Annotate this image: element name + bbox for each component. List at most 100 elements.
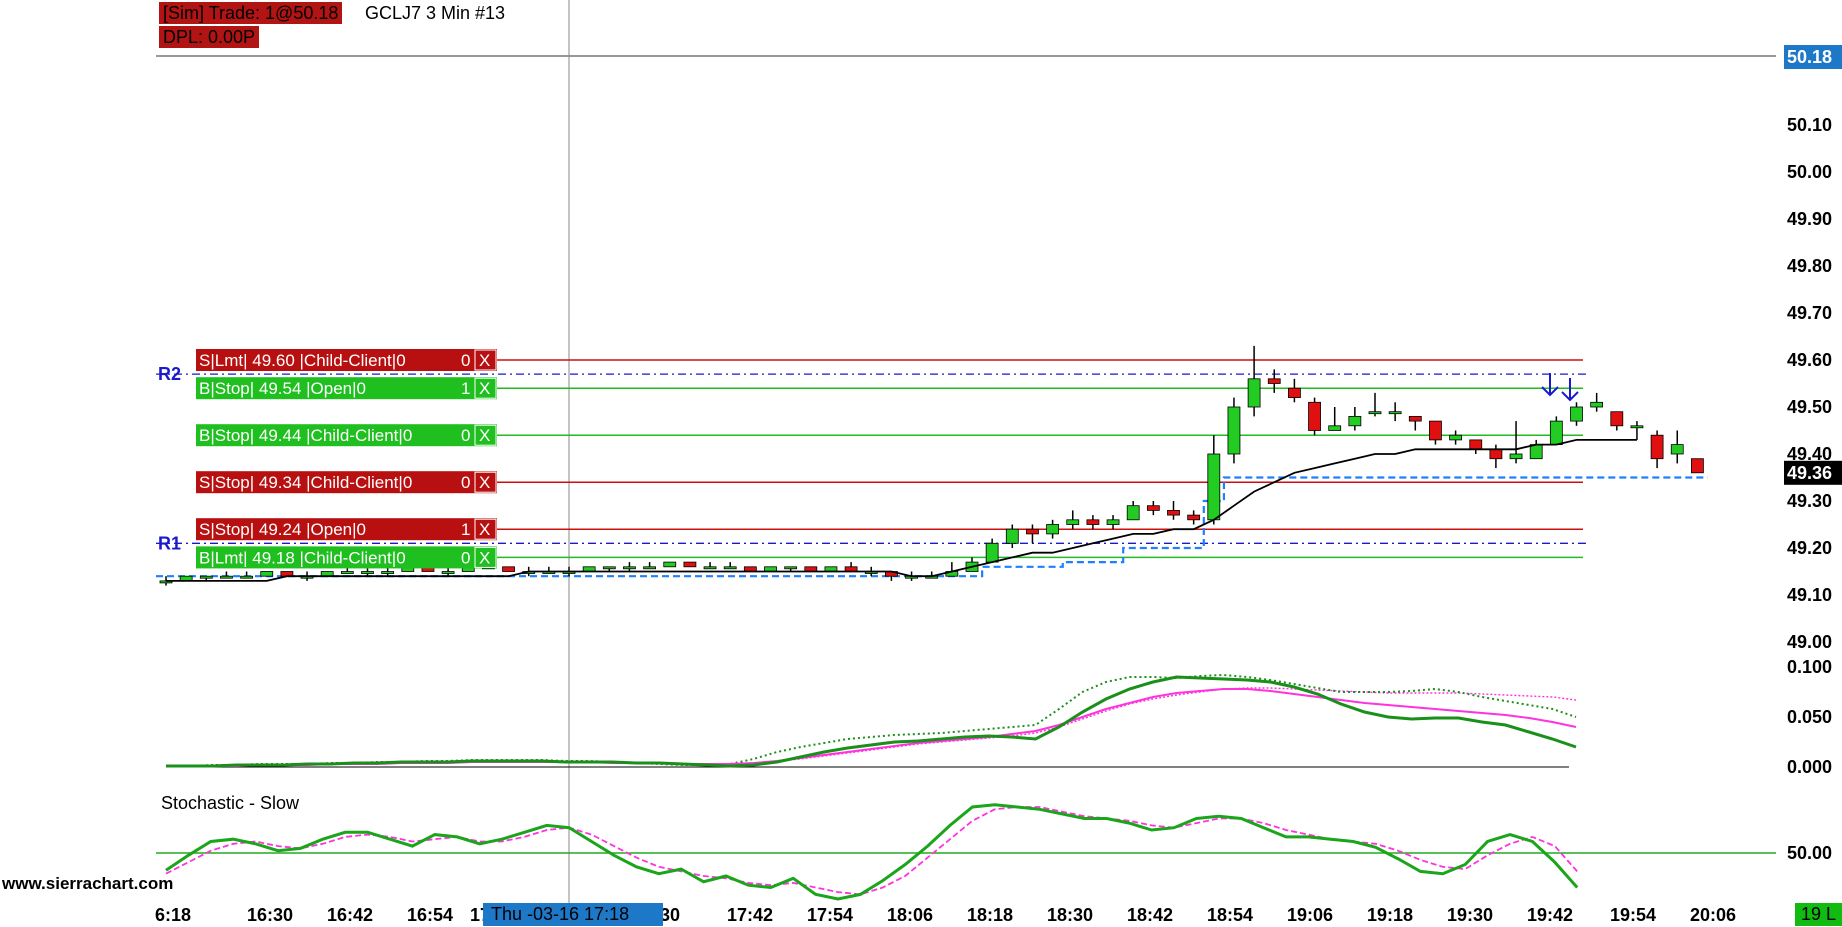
sierrachart-watermark: www.sierrachart.com bbox=[2, 874, 174, 893]
time-tick: 18:42 bbox=[1127, 905, 1173, 925]
trade-info-label: [Sim] Trade: 1@50.18 bbox=[159, 2, 343, 24]
order-close-box bbox=[474, 546, 497, 568]
candle-up bbox=[1570, 406, 1583, 422]
price-tick: 49.10 bbox=[1787, 585, 1832, 605]
order-box bbox=[196, 546, 497, 569]
candle-down bbox=[1408, 415, 1422, 422]
time-tick: 20:06 bbox=[1690, 905, 1736, 925]
candle-up bbox=[1630, 425, 1644, 429]
cursor-time-label: Thu -03-16 17:18 bbox=[483, 903, 663, 926]
time-axis: 6:18 16:30 16:42 16:54 17 30 17:42 17:54 18:06 18… bbox=[155, 905, 1736, 925]
osc-tick: 0.100 bbox=[1787, 657, 1832, 677]
candle-down bbox=[1086, 519, 1100, 525]
candle-down bbox=[1691, 458, 1704, 474]
order-text: B|Stop| 49.54 |Open|0 bbox=[199, 379, 366, 398]
candle-up bbox=[703, 566, 717, 570]
candle-down bbox=[502, 566, 515, 572]
dpl-label: DPL: 0.00P bbox=[159, 26, 259, 48]
candle-up bbox=[1670, 444, 1684, 455]
osc-main bbox=[166, 675, 1577, 768]
stoch-k-line bbox=[165, 803, 1579, 901]
current-price-label: 49.36 bbox=[1787, 463, 1832, 483]
candle-up bbox=[1509, 453, 1523, 460]
candle-up bbox=[1388, 411, 1402, 415]
order-box bbox=[196, 349, 497, 371]
candle-up bbox=[1207, 453, 1221, 521]
candle-up bbox=[260, 571, 274, 577]
time-tick: 6:18 bbox=[155, 905, 191, 925]
candle-down bbox=[683, 561, 697, 568]
candle-up bbox=[1046, 524, 1059, 535]
order-qty: 0 bbox=[461, 548, 470, 567]
order-qty: 1 bbox=[461, 520, 470, 539]
order-close-box bbox=[474, 518, 497, 540]
order-close-box bbox=[474, 471, 497, 493]
price-tick: 49.80 bbox=[1787, 256, 1832, 276]
candle-up bbox=[723, 566, 737, 570]
price-tick: 49.90 bbox=[1787, 209, 1832, 229]
price-axis: 50.10 50.00 49.90 49.80 49.70 49.60 49.50 49.40… bbox=[1784, 45, 1842, 652]
osc-tick: 0.000 bbox=[1787, 757, 1832, 777]
pivot-lines: R2 R1 bbox=[156, 364, 1588, 553]
order-box bbox=[196, 377, 497, 400]
candle-up bbox=[1449, 434, 1462, 441]
price-tick: 49.40 bbox=[1787, 444, 1832, 464]
candle-up bbox=[240, 575, 254, 579]
candle-up bbox=[340, 571, 354, 574]
time-tick: 19:18 bbox=[1367, 905, 1413, 925]
ma-path bbox=[166, 439, 1637, 582]
order-close-box bbox=[474, 377, 497, 399]
time-tick: 18:06 bbox=[887, 905, 933, 925]
order-text: S|Lmt| 49.60 |Child-Client|0 bbox=[199, 351, 406, 370]
order-close-box bbox=[474, 424, 497, 446]
candle-up bbox=[623, 566, 636, 570]
order-close-button[interactable]: X bbox=[479, 426, 490, 445]
osc-tick: 0.050 bbox=[1787, 707, 1832, 727]
osc-signal bbox=[166, 688, 1577, 767]
candle-down bbox=[1187, 514, 1201, 521]
candle-up bbox=[1348, 415, 1362, 427]
candle-up bbox=[1590, 401, 1604, 408]
time-tick: 19:06 bbox=[1287, 905, 1333, 925]
price-tick: 49.60 bbox=[1787, 350, 1832, 370]
stochastic-title: Stochastic - Slow bbox=[161, 793, 300, 813]
order-qty: 0 bbox=[461, 351, 470, 370]
candle-down bbox=[1267, 378, 1281, 384]
order-text: S|Stop| 49.34 |Child-Client|0 bbox=[199, 473, 412, 492]
candle-down bbox=[1167, 509, 1180, 516]
bottom-right-badge: 19 L bbox=[1795, 903, 1842, 926]
candle-up bbox=[381, 571, 395, 574]
time-tick: 18:54 bbox=[1207, 905, 1253, 925]
price-tick: 49.70 bbox=[1787, 303, 1832, 323]
candle-down bbox=[1610, 411, 1624, 427]
candle-down bbox=[1469, 439, 1483, 450]
order-box bbox=[196, 424, 497, 447]
candle-up bbox=[199, 575, 213, 579]
time-tick: 19:42 bbox=[1527, 905, 1573, 925]
time-tick: 19:30 bbox=[1447, 905, 1493, 925]
order-close-button[interactable]: X bbox=[479, 548, 490, 567]
order-labels[interactable]: S|Lmt| 49.60 |Child-Client|0 0 XB|Stop| 49… bbox=[196, 349, 497, 569]
order-qty: 0 bbox=[461, 426, 470, 445]
time-tick: 18:18 bbox=[967, 905, 1013, 925]
moving-average bbox=[166, 439, 1637, 582]
order-close-button[interactable]: X bbox=[479, 473, 490, 492]
candle-down bbox=[1429, 420, 1442, 441]
time-tick: 16:42 bbox=[327, 905, 373, 925]
order-text: B|Lmt| 49.18 |Child-Client|0 bbox=[199, 548, 406, 567]
osc-dotted-main bbox=[166, 673, 1577, 767]
time-tick: 17:42 bbox=[727, 905, 773, 925]
candle-up bbox=[1247, 378, 1261, 408]
order-box bbox=[196, 471, 497, 494]
order-close-box bbox=[474, 349, 497, 371]
order-close-button[interactable]: X bbox=[479, 520, 490, 539]
candle-up bbox=[1529, 444, 1543, 460]
order-close-button[interactable]: X bbox=[479, 379, 490, 398]
order-close-button[interactable]: X bbox=[479, 351, 490, 370]
candle-up bbox=[985, 542, 999, 563]
candle-down bbox=[1489, 448, 1503, 460]
price-tick: 49.50 bbox=[1787, 397, 1832, 417]
candle-down bbox=[1146, 505, 1160, 511]
price-tick: 49.30 bbox=[1787, 491, 1832, 511]
